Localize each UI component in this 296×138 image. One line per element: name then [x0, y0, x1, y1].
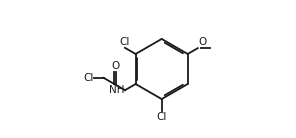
Text: NH: NH	[109, 85, 124, 95]
Text: O: O	[198, 37, 206, 47]
Text: O: O	[111, 61, 119, 71]
Text: Cl: Cl	[83, 73, 93, 83]
Text: Cl: Cl	[119, 37, 129, 47]
Text: Cl: Cl	[157, 112, 167, 122]
